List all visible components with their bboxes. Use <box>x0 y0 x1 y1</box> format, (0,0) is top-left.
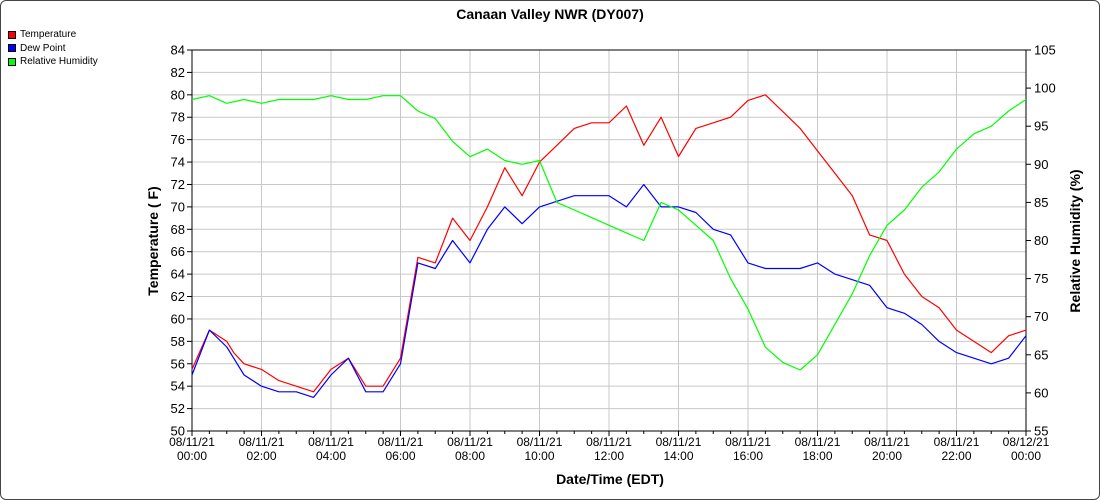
x-tick-time: 04:00 <box>316 449 346 463</box>
y-axis-label: Temperature ( F) <box>145 186 161 295</box>
y-tick-label: 76 <box>171 132 185 147</box>
x-axis-label: Date/Time (EDT) <box>556 471 664 487</box>
y2-tick-label: 65 <box>1034 347 1048 362</box>
x-tick-date: 08/11/21 <box>586 435 632 449</box>
x-tick-date: 08/11/21 <box>656 435 702 449</box>
y2-tick-label: 75 <box>1034 271 1048 286</box>
x-tick-date: 08/11/21 <box>795 435 841 449</box>
x-tick-date: 08/11/21 <box>725 435 771 449</box>
y-tick-label: 78 <box>171 110 185 125</box>
y-tick-label: 82 <box>171 65 185 80</box>
y-tick-label: 72 <box>171 177 185 192</box>
relative-humidity-line <box>191 95 1027 371</box>
y-tick-label: 80 <box>171 87 185 102</box>
x-tick-time: 18:00 <box>802 449 832 463</box>
grid-lines <box>191 49 1027 432</box>
x-tick-date: 08/11/21 <box>239 435 285 449</box>
x-tick-date: 08/11/21 <box>308 435 354 449</box>
legend-item-dew-point: Dew Point <box>8 42 98 56</box>
legend-item-relative-humidity: Relative Humidity <box>8 55 98 69</box>
x-tick-date: 08/11/21 <box>517 435 563 449</box>
x-tick-date: 08/12/21 <box>1003 435 1050 449</box>
y2-tick-label: 105 <box>1034 43 1056 58</box>
x-tick-time: 14:00 <box>663 449 693 463</box>
y-tick-label: 62 <box>171 289 185 304</box>
x-tick-time: 08:00 <box>455 449 485 463</box>
y2-tick-label: 100 <box>1034 81 1056 96</box>
dew-point-line <box>191 183 1027 398</box>
temperature-line <box>191 94 1027 393</box>
y-tick-label: 68 <box>171 222 185 237</box>
y2-tick-label: 90 <box>1034 157 1048 172</box>
x-tick-time: 10:00 <box>524 449 554 463</box>
x-tick-date: 08/11/21 <box>934 435 980 449</box>
y-tick-label: 64 <box>171 267 185 282</box>
y-tick-label: 70 <box>171 199 185 214</box>
x-tick-time: 02:00 <box>246 449 276 463</box>
x-tick-time: 00:00 <box>1011 449 1041 463</box>
legend: Temperature Dew Point Relative Humidity <box>8 28 98 69</box>
y-tick-label: 84 <box>171 43 185 58</box>
y-tick-label: 56 <box>171 356 185 371</box>
x-tick-time: 06:00 <box>385 449 415 463</box>
y2-tick-label: 80 <box>1034 233 1048 248</box>
y-tick-label: 50 <box>171 424 185 439</box>
y2-tick-label: 60 <box>1034 385 1048 400</box>
legend-label-dew-point: Dew Point <box>20 42 66 54</box>
y-tick-label: 58 <box>171 334 185 349</box>
series-lines <box>191 94 1027 398</box>
y2-tick-label: 95 <box>1034 119 1048 134</box>
x-tick-time: 16:00 <box>733 449 763 463</box>
chart-title: Canaan Valley NWR (DY007) <box>456 6 644 22</box>
x-tick-date: 08/11/21 <box>378 435 424 449</box>
legend-swatch-relative-humidity <box>8 57 16 66</box>
y-tick-label: 74 <box>171 155 185 170</box>
y2-tick-label: 55 <box>1034 424 1048 439</box>
y-tick-label: 60 <box>171 311 185 326</box>
y2-tick-label: 70 <box>1034 309 1048 324</box>
y2-axis-label: Relative Humidity (%) <box>1067 169 1083 312</box>
x-tick-time: 00:00 <box>177 449 207 463</box>
axes: 50 52 54 56 58 60 62 64 66 68 70 72 74 76 78 80 82 84 55 60… <box>169 43 1056 464</box>
legend-swatch-temperature <box>8 30 16 39</box>
legend-item-temperature: Temperature <box>8 28 98 42</box>
legend-swatch-dew-point <box>8 44 16 53</box>
x-tick-date: 08/11/21 <box>169 435 215 449</box>
x-tick-date: 08/11/21 <box>864 435 910 449</box>
y2-tick-label: 85 <box>1034 195 1048 210</box>
x-tick-time: 22:00 <box>941 449 971 463</box>
legend-label-relative-humidity: Relative Humidity <box>20 56 98 68</box>
y-tick-label: 54 <box>171 379 185 394</box>
legend-label-temperature: Temperature <box>20 29 77 41</box>
x-tick-time: 12:00 <box>594 449 624 463</box>
x-tick-date: 08/11/21 <box>447 435 493 449</box>
y-tick-label: 66 <box>171 244 185 259</box>
x-tick-time: 20:00 <box>872 449 902 463</box>
y-tick-label: 52 <box>171 401 185 416</box>
